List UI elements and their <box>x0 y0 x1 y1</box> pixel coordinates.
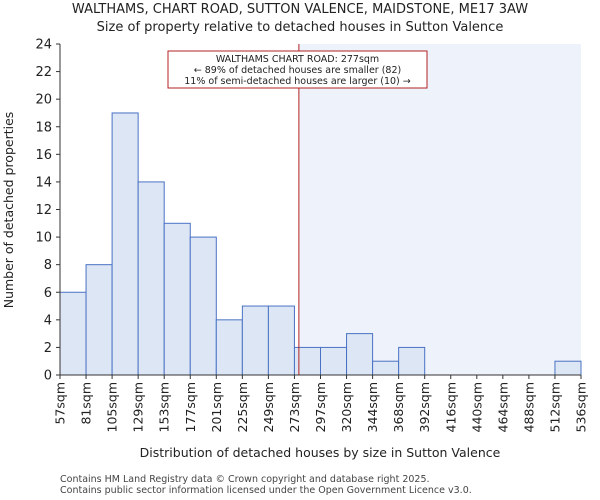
x-tick-label-249sqm: 249sqm <box>261 382 276 432</box>
footer-copyright: Contains HM Land Registry data © Crown c… <box>60 474 430 485</box>
x-tick-label-153sqm: 153sqm <box>157 382 172 432</box>
x-tick-label-129sqm: 129sqm <box>131 382 146 432</box>
y-tick-label-24: 24 <box>35 38 52 53</box>
x-tick-label-512sqm: 512sqm <box>547 382 562 432</box>
bar-512sqm <box>554 360 582 376</box>
y-tick-label-12: 12 <box>35 203 52 218</box>
x-tick-label-320sqm: 320sqm <box>339 382 354 432</box>
x-tick-label-344sqm: 344sqm <box>365 382 380 432</box>
bar-201sqm <box>215 319 243 376</box>
bar-344sqm <box>372 360 400 376</box>
y-tick-label-2: 2 <box>44 341 52 356</box>
annotation-line-2: ← 89% of detached houses are smaller (82… <box>194 65 401 76</box>
x-axis-label: Distribution of detached houses by size … <box>140 445 501 460</box>
bar-57sqm <box>59 291 87 376</box>
annotation-line-1: WALTHAMS CHART ROAD: 277sqm <box>216 54 379 65</box>
annotation-box <box>167 50 428 89</box>
bar-153sqm <box>163 222 191 376</box>
chart-subtitle: Size of property relative to detached ho… <box>96 20 504 35</box>
y-tick-label-8: 8 <box>44 258 52 273</box>
x-tick-label-392sqm: 392sqm <box>417 382 432 432</box>
bar-105sqm <box>111 112 139 376</box>
y-tick-label-20: 20 <box>35 93 52 108</box>
x-tick-label-440sqm: 440sqm <box>469 382 484 432</box>
y-tick-label-6: 6 <box>44 286 52 301</box>
x-tick-label-536sqm: 536sqm <box>574 382 589 432</box>
y-tick-label-0: 0 <box>44 369 52 384</box>
bar-320sqm <box>346 333 374 376</box>
x-tick-label-57sqm: 57sqm <box>53 382 68 425</box>
annotation-line-3: 11% of semi-detached houses are larger (… <box>184 76 411 87</box>
bar-177sqm <box>189 236 217 376</box>
y-tick-label-18: 18 <box>35 120 52 135</box>
bar-273sqm <box>293 346 322 376</box>
y-axis-label: Number of detached properties <box>1 112 16 309</box>
x-tick-label-273sqm: 273sqm <box>287 382 302 432</box>
x-tick-label-416sqm: 416sqm <box>443 382 458 432</box>
highlight-region <box>298 44 581 375</box>
y-tick-label-14: 14 <box>35 175 52 190</box>
x-tick-label-201sqm: 201sqm <box>209 382 224 432</box>
x-tick-label-105sqm: 105sqm <box>105 382 120 432</box>
bar-81sqm <box>85 264 113 376</box>
bar-368sqm <box>398 346 426 376</box>
x-tick-label-177sqm: 177sqm <box>183 382 198 432</box>
chart-title: WALTHAMS, CHART ROAD, SUTTON VALENCE, MA… <box>71 2 529 17</box>
y-tick-label-22: 22 <box>35 65 52 80</box>
y-tick-label-10: 10 <box>35 231 52 246</box>
x-tick-label-464sqm: 464sqm <box>495 382 510 432</box>
x-tick-label-81sqm: 81sqm <box>79 382 94 425</box>
x-tick-label-368sqm: 368sqm <box>391 382 406 432</box>
x-tick-label-225sqm: 225sqm <box>235 382 250 432</box>
footer-licence: Contains public sector information licen… <box>60 485 472 496</box>
bar-225sqm <box>241 305 269 376</box>
x-tick-label-488sqm: 488sqm <box>521 382 536 432</box>
bar-129sqm <box>137 181 165 376</box>
y-tick-label-4: 4 <box>44 313 52 328</box>
x-tick-label-297sqm: 297sqm <box>313 382 328 432</box>
bar-249sqm <box>267 305 295 376</box>
bar-297sqm <box>320 346 348 376</box>
y-tick-label-16: 16 <box>35 148 52 163</box>
